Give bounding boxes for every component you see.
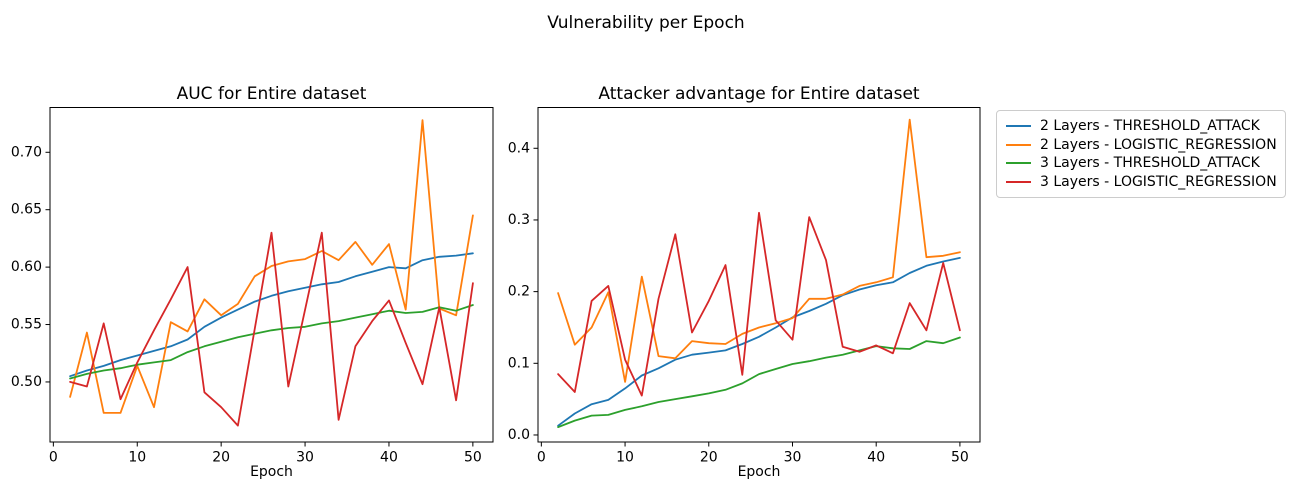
y-tick-label: 0.55 bbox=[11, 317, 42, 333]
legend-entry: 2 Layers - THRESHOLD_ATTACK bbox=[1006, 117, 1276, 136]
series-line bbox=[557, 256, 961, 427]
y-tick-label: 0.50 bbox=[11, 374, 42, 390]
series-line bbox=[69, 252, 474, 378]
advantage-xaxis-label: Epoch bbox=[737, 464, 781, 480]
y-tick-label: 0.60 bbox=[11, 259, 42, 275]
advantage-chart-title: Attacker advantage for Entire dataset bbox=[598, 84, 920, 104]
auc-chart-title: AUC for Entire dataset bbox=[176, 84, 367, 104]
y-tick-label: 0.3 bbox=[508, 212, 530, 228]
series-line bbox=[69, 304, 474, 380]
x-tick-label: 10 bbox=[616, 450, 634, 466]
legend-label: 3 Layers - LOGISTIC_REGRESSION bbox=[1040, 173, 1277, 190]
chart-1: 0 10 20 30 40 50 0.0 0.1 0.2 0.3 0.4 bbox=[508, 107, 981, 466]
plot-box bbox=[49, 107, 494, 443]
x-tick-label: 40 bbox=[867, 450, 885, 466]
legend-line-sample bbox=[1006, 180, 1031, 183]
legend-label: 2 Layers - THRESHOLD_ATTACK bbox=[1040, 118, 1260, 135]
y-tick-label: 0.0 bbox=[508, 427, 530, 443]
series-line bbox=[557, 211, 961, 397]
x-tick-label: 50 bbox=[951, 450, 969, 466]
legend: 2 Layers - THRESHOLD_ATTACK 2 Layers - LO… bbox=[996, 110, 1286, 198]
x-tick-label: 10 bbox=[128, 450, 146, 466]
series-line bbox=[69, 119, 474, 414]
chart-0: 0 10 20 30 40 50 0.50 0.55 0.60 0.65 0.70 bbox=[11, 107, 494, 466]
legend-entry: 2 Layers - LOGISTIC_REGRESSION bbox=[1006, 136, 1277, 155]
x-tick-label: 30 bbox=[784, 450, 802, 466]
auc-xaxis-label: Epoch bbox=[250, 464, 293, 480]
figure-suptitle: Vulnerability per Epoch bbox=[547, 13, 745, 33]
legend-label: 3 Layers - THRESHOLD_ATTACK bbox=[1040, 155, 1260, 172]
legend-line-sample bbox=[1006, 143, 1031, 146]
x-tick-label: 0 bbox=[537, 450, 546, 466]
x-tick-label: 50 bbox=[464, 450, 482, 466]
x-tick-label: 20 bbox=[700, 450, 718, 466]
x-tick-label: 20 bbox=[212, 450, 230, 466]
legend-line-sample bbox=[1006, 162, 1031, 165]
series-line bbox=[557, 118, 961, 383]
plot-box bbox=[537, 107, 981, 443]
legend-entry: 3 Layers - THRESHOLD_ATTACK bbox=[1006, 154, 1276, 173]
x-tick-label: 40 bbox=[380, 450, 398, 466]
y-tick-label: 0.65 bbox=[11, 202, 42, 218]
series-line bbox=[69, 231, 474, 427]
y-tick-label: 0.70 bbox=[11, 144, 42, 160]
legend-line-sample bbox=[1006, 125, 1031, 128]
x-tick-label: 30 bbox=[296, 450, 314, 466]
y-tick-label: 0.2 bbox=[508, 284, 530, 300]
legend-entry: 3 Layers - LOGISTIC_REGRESSION bbox=[1006, 173, 1277, 192]
series-line bbox=[557, 336, 961, 429]
legend-label: 2 Layers - LOGISTIC_REGRESSION bbox=[1040, 136, 1277, 153]
y-tick-label: 0.1 bbox=[508, 355, 530, 371]
x-tick-label: 0 bbox=[49, 450, 58, 466]
y-tick-label: 0.4 bbox=[508, 140, 530, 156]
